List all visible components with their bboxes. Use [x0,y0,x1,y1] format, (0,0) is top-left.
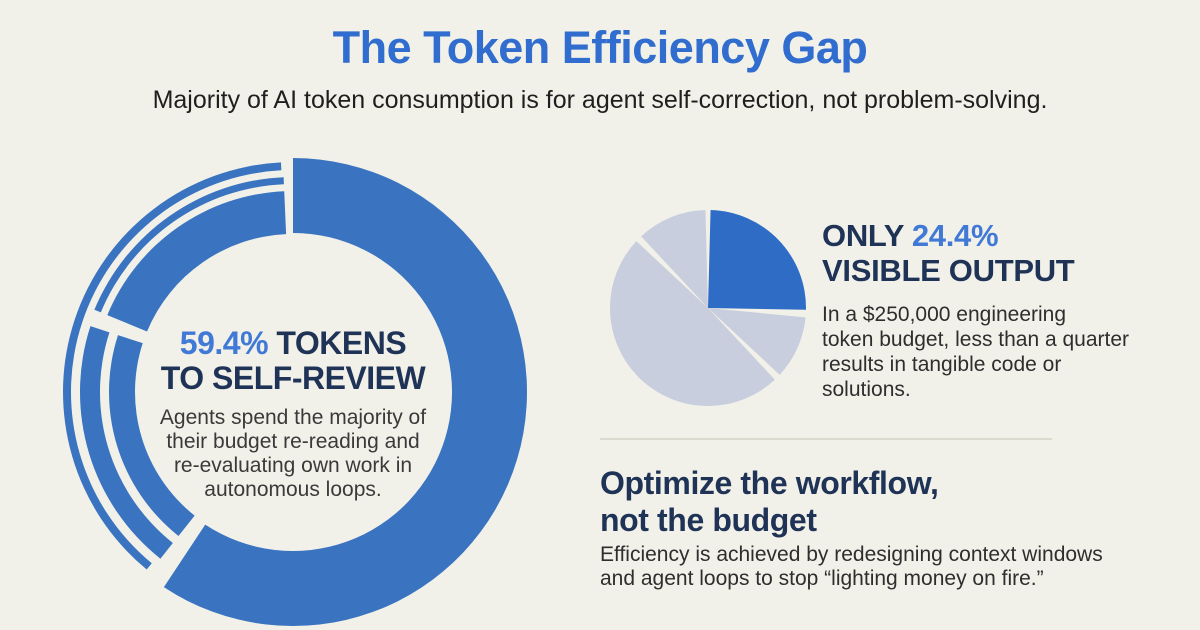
pie-text-block: ONLY 24.4% VISIBLE OUTPUT In a $250,000 … [822,218,1172,402]
pie-heading-line2: VISIBLE OUTPUT [822,253,1075,288]
donut-chart [63,158,528,626]
header: The Token Efficiency Gap Majority of AI … [0,22,1200,115]
page-title: The Token Efficiency Gap [332,22,868,73]
donut-stat-line2: TO SELF-REVIEW [160,360,426,396]
pie-heading-word: ONLY [822,218,904,253]
donut-description: Agents spend the majority of their budget… [159,406,427,501]
footer-heading: Optimize the workflow, not the budget [600,465,939,538]
donut-chart-section: 59.4% TOKENS TO SELF-REVIEW Agents spend… [58,158,528,628]
pie-description: In a $250,000 engineering token budget, l… [822,303,1130,401]
page-subtitle: Majority of AI token consumption is for … [152,86,1048,114]
donut-stat-word: TOKENS [276,325,407,361]
pie-heading-value: 24.4% [911,218,999,253]
donut-center-text: 59.4% TOKENS TO SELF-REVIEW Agents spend… [123,326,463,502]
donut-stat-value: 59.4% [179,325,269,361]
pie-chart-section [606,206,810,410]
pie-heading-line1: ONLY 24.4% [822,218,1172,253]
footer-description: Efficiency is achieved by redesigning co… [600,543,1103,590]
section-divider [600,438,1052,440]
donut-stat-heading: 59.4% TOKENS [123,326,463,361]
pie-chart [609,210,807,407]
